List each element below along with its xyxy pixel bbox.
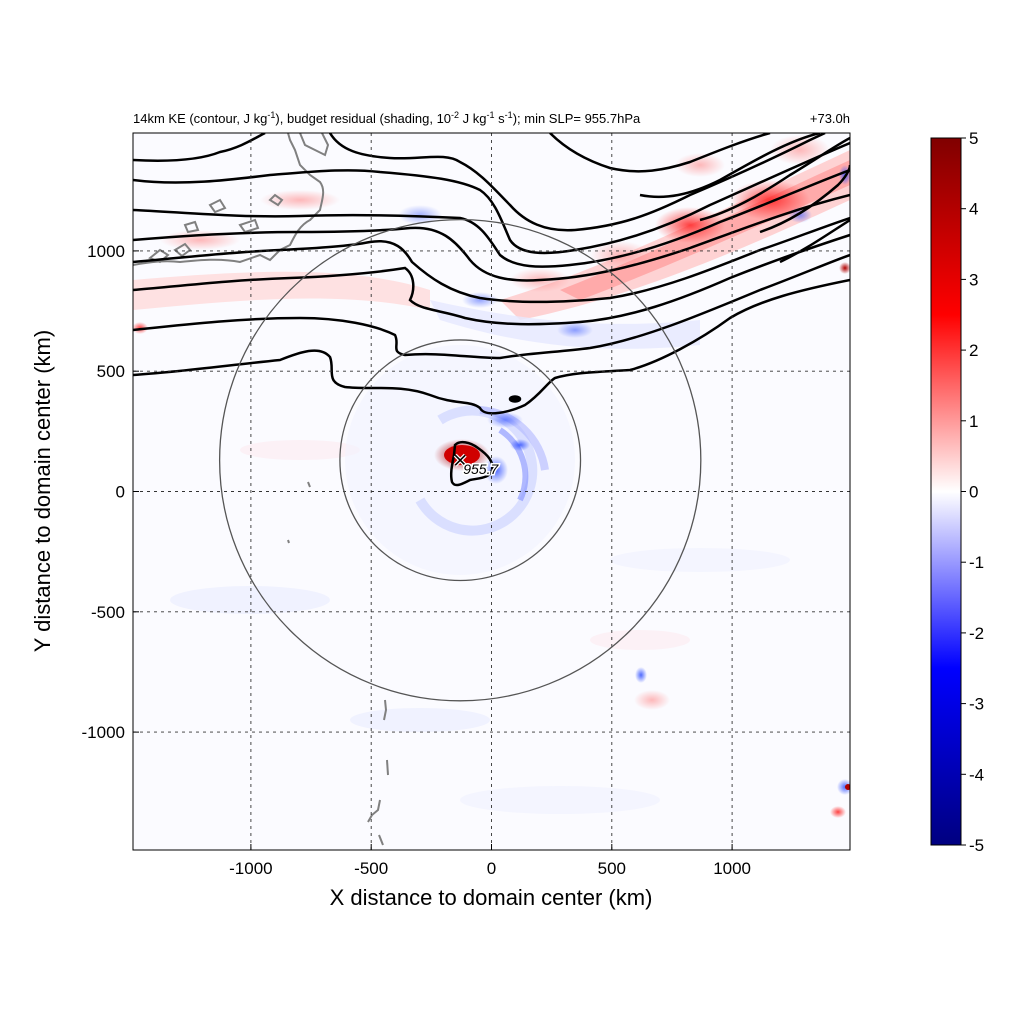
- range-circles: [218, 218, 702, 702]
- colorbar-tick-label: 1: [969, 412, 978, 431]
- y-tick-label: -500: [91, 603, 125, 622]
- colorbar-tick-label: -1: [969, 553, 984, 572]
- contour-line: [133, 193, 850, 282]
- min-slp-label: 955.7: [463, 461, 499, 477]
- x-axis-label: X distance to domain center (km): [330, 885, 653, 910]
- contour-line: [779, 218, 850, 264]
- storm-center-cross: [454, 454, 466, 466]
- plot-area: [133, 133, 850, 850]
- range-circle: [218, 218, 702, 702]
- colorbar-ticks: 5 4 3 2 1 0 -1 -2 -3 -4 -5: [961, 129, 984, 855]
- contour-line: [759, 164, 850, 234]
- contour-line: [133, 168, 850, 268]
- grid: [133, 133, 850, 850]
- x-tick-label: 500: [598, 859, 626, 878]
- colorbar-tick-label: 5: [969, 129, 978, 148]
- colorbar-gradient: [930, 137, 962, 846]
- contour-line: [508, 395, 522, 403]
- colorbar-tick-label: 3: [969, 270, 978, 289]
- y-axis-label: Y distance to domain center (km): [30, 330, 55, 652]
- contour-line: [133, 133, 266, 162]
- x-tick-label: 0: [487, 859, 496, 878]
- range-circle: [339, 339, 582, 582]
- colorbar-tick-label: -4: [969, 765, 984, 784]
- y-tick-label: 1000: [87, 242, 125, 261]
- ke-contours: [133, 133, 850, 487]
- x-tick-label: -1000: [229, 859, 272, 878]
- x-tick-label: -500: [354, 859, 388, 878]
- y-tick-label: 500: [97, 362, 125, 381]
- colorbar-tick-label: -2: [969, 624, 984, 643]
- colorbar-tick-label: -5: [969, 836, 984, 855]
- colorbar-tick-label: -3: [969, 695, 984, 714]
- contour-line: [133, 233, 850, 326]
- chart-title: 14km KE (contour, J kg-1), budget residu…: [133, 110, 641, 126]
- x-axis-ticks: -1000 -500 0 500 1000: [229, 844, 751, 878]
- colorbar-tick-label: 2: [969, 341, 978, 360]
- colorbar-tick-label: 0: [969, 483, 978, 502]
- colorbar: 5 4 3 2 1 0 -1 -2 -3 -4 -5: [930, 129, 984, 855]
- coastlines: [133, 133, 389, 846]
- y-axis-ticks: -1000 -500 0 500 1000: [82, 242, 139, 742]
- forecast-time-label: +73.0h: [810, 111, 850, 126]
- contour-line: [549, 133, 771, 173]
- contour-line: [449, 440, 494, 487]
- contour-line: [639, 133, 821, 199]
- colorbar-tick-label: 4: [969, 200, 978, 219]
- contour-line: [133, 253, 850, 360]
- y-tick-label: -1000: [82, 723, 125, 742]
- contour-line: [133, 216, 850, 304]
- y-tick-label: 0: [116, 483, 125, 502]
- contour-line: [133, 141, 850, 255]
- contour-line: [328, 133, 826, 232]
- storm-center-marker: [453, 453, 467, 467]
- contour-line: [699, 136, 850, 222]
- contour-line: [133, 278, 850, 415]
- secondary-vortex-shading: [634, 667, 850, 818]
- x-tick-label: 1000: [713, 859, 751, 878]
